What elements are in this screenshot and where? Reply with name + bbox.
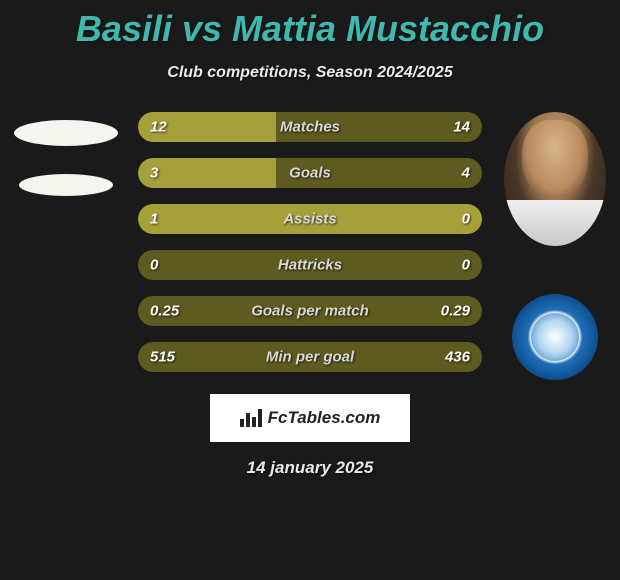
stat-label: Goals bbox=[289, 165, 331, 182]
stat-value-right: 0 bbox=[462, 257, 470, 274]
stat-value-left: 515 bbox=[150, 349, 175, 366]
page-subtitle: Club competitions, Season 2024/2025 bbox=[0, 64, 620, 82]
stat-value-right: 4 bbox=[462, 165, 470, 182]
stat-row: 0.25 Goals per match 0.29 bbox=[138, 296, 482, 326]
stat-value-left: 12 bbox=[150, 119, 167, 136]
stat-bar-right bbox=[403, 204, 482, 234]
brand-label: FcTables.com bbox=[268, 408, 381, 428]
player-left-avatar-placeholder bbox=[14, 120, 118, 146]
stat-value-left: 0 bbox=[150, 257, 158, 274]
bar-chart-icon bbox=[240, 409, 262, 427]
player-right-column bbox=[497, 112, 612, 380]
stat-label: Goals per match bbox=[251, 303, 369, 320]
stat-label: Matches bbox=[280, 119, 340, 136]
stat-label: Min per goal bbox=[266, 349, 354, 366]
footer-date: 14 january 2025 bbox=[0, 458, 620, 478]
stat-bar-left bbox=[138, 158, 276, 188]
stat-row: 1 Assists 0 bbox=[138, 204, 482, 234]
stat-value-right: 0.29 bbox=[441, 303, 470, 320]
stat-value-right: 14 bbox=[453, 119, 470, 136]
comparison-content: 12 Matches 14 3 Goals 4 1 Assists 0 0 Hattricks 0 0.… bbox=[0, 112, 620, 392]
stat-value-left: 3 bbox=[150, 165, 158, 182]
stat-row: 3 Goals 4 bbox=[138, 158, 482, 188]
player-right-club-badge bbox=[512, 294, 598, 380]
brand-badge[interactable]: FcTables.com bbox=[210, 394, 410, 442]
stat-value-left: 0.25 bbox=[150, 303, 179, 320]
stat-row: 515 Min per goal 436 bbox=[138, 342, 482, 372]
player-left-club-placeholder bbox=[19, 174, 113, 196]
stats-bars: 12 Matches 14 3 Goals 4 1 Assists 0 0 Hattricks 0 0.… bbox=[138, 112, 482, 388]
page-title: Basili vs Mattia Mustacchio bbox=[0, 0, 620, 50]
stat-label: Hattricks bbox=[278, 257, 342, 274]
stat-bar-left bbox=[138, 204, 403, 234]
stat-value-right: 436 bbox=[445, 349, 470, 366]
stat-label: Assists bbox=[283, 211, 336, 228]
stat-row: 12 Matches 14 bbox=[138, 112, 482, 142]
stat-value-right: 0 bbox=[462, 211, 470, 228]
stat-value-left: 1 bbox=[150, 211, 158, 228]
player-right-avatar bbox=[504, 112, 606, 246]
stat-row: 0 Hattricks 0 bbox=[138, 250, 482, 280]
player-left-column bbox=[8, 112, 123, 196]
